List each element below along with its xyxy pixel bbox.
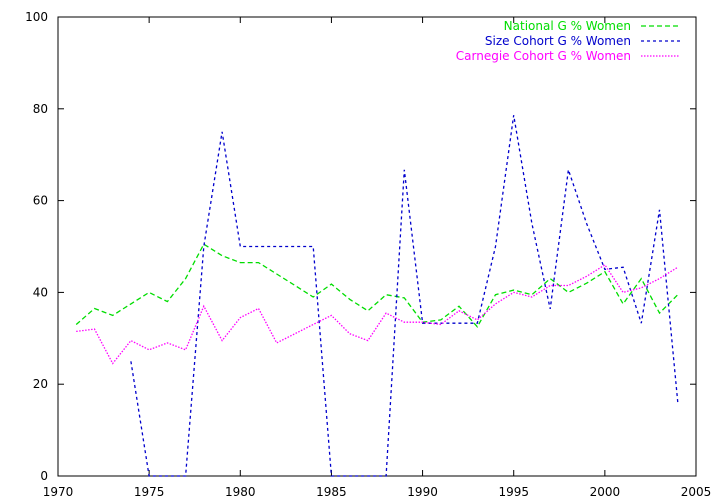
series-line-1	[130, 115, 679, 477]
plot-frame	[57, 16, 697, 477]
x-tick-label: 1985	[316, 485, 347, 499]
y-tick-label: 0	[40, 469, 48, 483]
y-tick-label: 80	[33, 102, 48, 116]
x-tick-label: 1980	[225, 485, 256, 499]
series-line-0	[75, 243, 679, 328]
axis-ticks: 1970 1975 1980 1985 1990 1995 2000 2005 0 20 40 60 8…	[25, 10, 711, 499]
y-tick-label: 40	[33, 285, 48, 299]
x-tick-label: 1990	[407, 485, 438, 499]
y-tick-label: 60	[33, 194, 48, 208]
legend-label-0: National G % Women	[504, 19, 631, 33]
x-tick-label: 1970	[43, 485, 74, 499]
series-line-2	[76, 264, 679, 365]
x-tick-label: 1975	[134, 485, 165, 499]
x-tick-label: 2000	[590, 485, 621, 499]
series-lines	[75, 115, 679, 477]
x-tick-label: 1995	[498, 485, 529, 499]
y-tick-label: 20	[33, 377, 48, 391]
y-tick-label: 100	[25, 10, 48, 24]
legend-label-2: Carnegie Cohort G % Women	[456, 49, 631, 63]
x-tick-label: 2005	[681, 485, 712, 499]
legend-label-1: Size Cohort G % Women	[485, 34, 631, 48]
